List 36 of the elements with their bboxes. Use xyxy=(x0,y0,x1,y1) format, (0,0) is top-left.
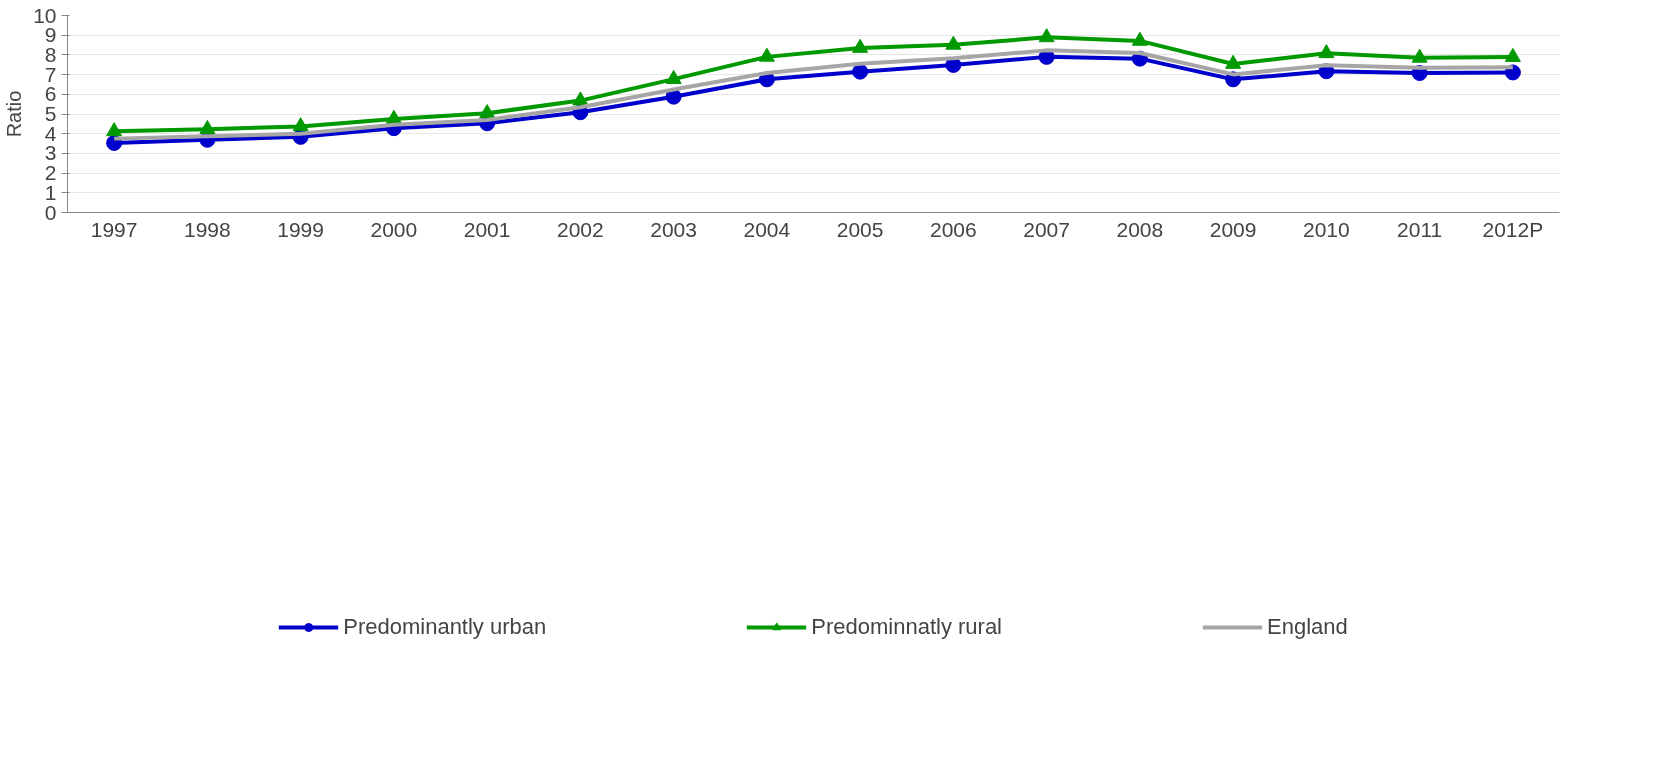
point xyxy=(758,47,775,62)
x-tick-label: 2006 xyxy=(930,217,977,241)
point xyxy=(572,91,589,106)
point xyxy=(1131,31,1148,46)
legend-label: England xyxy=(1267,613,1348,640)
point xyxy=(852,63,869,80)
x-tick-label: 2012P xyxy=(1482,217,1544,241)
x-tick-label: 2009 xyxy=(1209,217,1257,241)
point xyxy=(945,35,962,50)
legend-label: Predominantly urban xyxy=(343,613,547,640)
point xyxy=(292,117,309,132)
point xyxy=(852,38,869,53)
x-tick-label: 2001 xyxy=(463,217,511,241)
x-tick-label: 2008 xyxy=(1116,217,1164,241)
x-tick-label: 2002 xyxy=(557,217,604,241)
x-tick-label: 2007 xyxy=(1023,217,1070,241)
x-tick-label: 2003 xyxy=(650,217,697,241)
x-tick-label: 1999 xyxy=(277,217,324,241)
point xyxy=(1504,47,1521,62)
x-tick-label: 2004 xyxy=(743,217,791,241)
point xyxy=(479,104,496,119)
x-tick-label: 2011 xyxy=(1397,217,1443,241)
point xyxy=(199,120,216,134)
point xyxy=(1038,28,1055,43)
x-tick-label: 1997 xyxy=(90,217,138,241)
point xyxy=(1411,48,1428,63)
x-tick-label: 1998 xyxy=(184,217,231,241)
point xyxy=(1318,44,1335,59)
point xyxy=(1225,54,1242,69)
x-tick-label: 2010 xyxy=(1303,217,1350,241)
point xyxy=(106,122,123,137)
x-tick-label: 2000 xyxy=(370,217,418,241)
x-tick-label: 2005 xyxy=(836,217,884,241)
point xyxy=(665,69,682,84)
legend-label: Predominnatly rural xyxy=(811,613,1003,640)
y-axis-title: Ratio xyxy=(3,90,26,138)
